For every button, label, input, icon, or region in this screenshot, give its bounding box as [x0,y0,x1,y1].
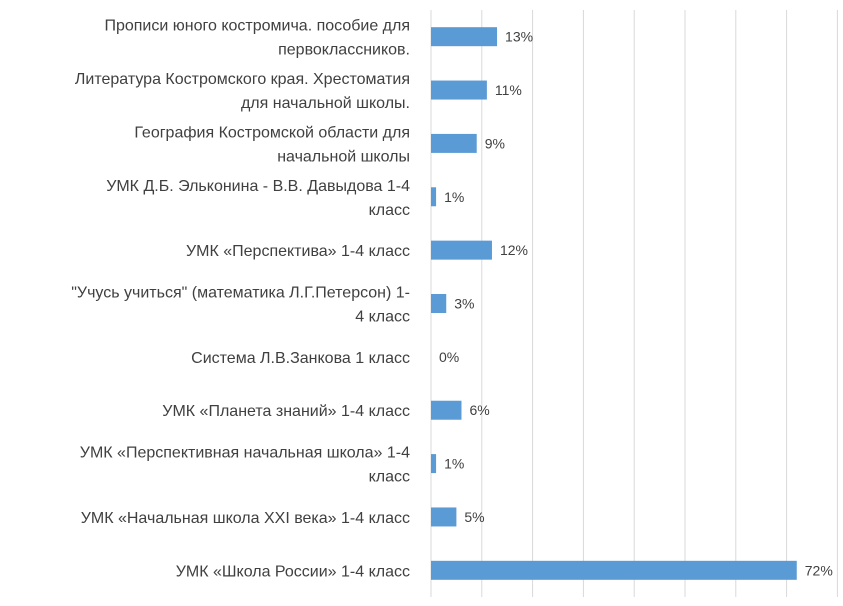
bar [431,240,492,260]
bar [431,133,477,153]
category-label: УМК «Перспектива» 1-4 класс [186,243,410,260]
data-label: 0% [439,349,459,365]
bar [431,560,797,580]
bar [431,294,447,313]
category-label: Литература Костромского края. Хрестомати… [75,71,410,112]
data-label: 9% [485,135,505,151]
category-label: УМК Д.Б. Эльконина - В.В. Давыдова 1-4 кл… [106,178,410,219]
category-label: Система Л.В.Занкова 1 класс [191,350,410,367]
category-label: УМК «Школа России» 1-4 класс [176,563,410,580]
category-label: УМК «Начальная школа XXI века» 1-4 класс [81,510,410,527]
data-label: 6% [469,402,489,418]
bar [431,400,462,420]
category-label: УМК «Перспективная начальная школа» 1-4 к… [80,445,410,486]
gridlines [430,10,838,597]
data-label: 5% [464,509,484,525]
data-label: 13% [505,29,533,45]
data-label: 72% [805,562,833,578]
category-label: Прописи юного костромича. пособие для пер… [104,18,410,59]
data-label: 1% [444,456,464,472]
bar [431,187,437,207]
bar [431,27,498,47]
data-labels: 13% 11% 9% 1% 12% 3% 0% 6% 1% 5% 72% [439,29,833,579]
data-label: 1% [444,189,464,205]
bar [431,80,487,100]
category-label: География Костромской области для начальн… [134,124,410,165]
category-label: "Учусь учиться" (математика Л.Г.Петерсон… [71,285,410,326]
data-label: 12% [500,242,528,258]
data-label: 3% [454,296,474,312]
category-labels: Прописи юного костромича. пособие для пер… [71,18,410,581]
bars [431,27,797,580]
data-label: 11% [495,82,522,98]
category-label: УМК «Планета знаний» 1-4 класс [162,403,410,420]
bar [431,507,457,527]
bar [431,454,437,474]
